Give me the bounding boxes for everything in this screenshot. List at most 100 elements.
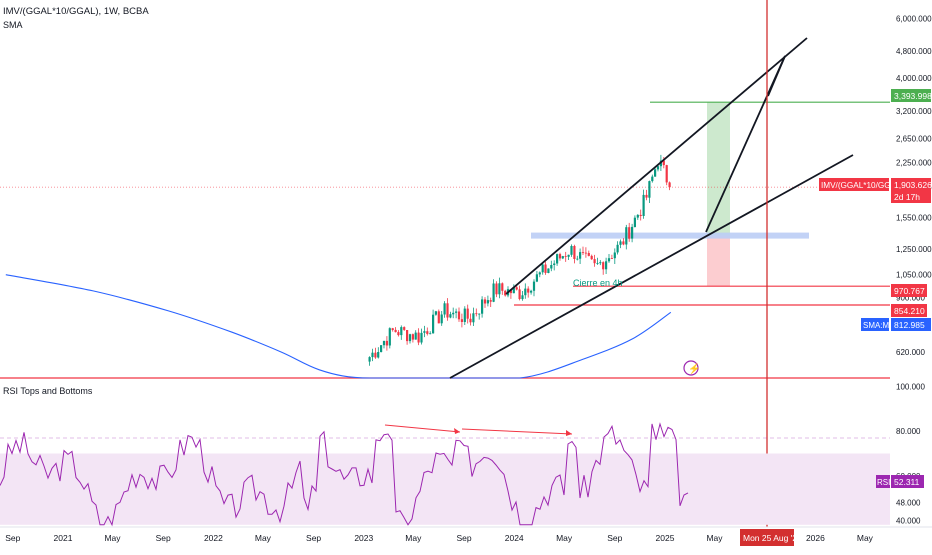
candle-body <box>576 258 579 260</box>
x-tick-label: Sep <box>306 533 321 543</box>
candle-body <box>593 259 596 264</box>
support-zone[interactable] <box>531 232 809 239</box>
price-axis[interactable] <box>890 0 932 527</box>
y-tick-label: 1,050.000 <box>896 271 932 280</box>
candle-body <box>420 332 423 343</box>
x-tick-label: May <box>556 533 573 543</box>
rsi-last-label[interactable]: RSI 52.311 <box>876 475 924 488</box>
sma-line[interactable] <box>5 274 672 379</box>
price-label-854[interactable]: 854.210 <box>891 304 927 317</box>
candle-body <box>642 194 645 216</box>
candle-body <box>460 319 463 322</box>
candle-body <box>423 331 426 333</box>
candle-body <box>651 176 654 182</box>
candle-body <box>613 252 616 259</box>
candle-body <box>518 289 521 299</box>
candle-body <box>440 314 443 324</box>
candle-body <box>622 241 625 245</box>
candle-body <box>446 303 449 318</box>
candle-body <box>501 283 504 291</box>
rsi-title[interactable]: RSI Tops and Bottoms <box>3 386 93 396</box>
candle-body <box>564 256 567 257</box>
svg-text:RSI: RSI <box>877 478 890 487</box>
candle-body <box>547 268 550 273</box>
candle-body <box>411 334 414 340</box>
svg-text:812.985: 812.985 <box>894 320 925 330</box>
candle-body <box>400 327 403 336</box>
price-label-970[interactable]: 970.767 <box>891 284 927 297</box>
candle-body <box>368 357 371 362</box>
symbol-title[interactable]: IMV/(GGAL*10/GGAL), 1W, BCBA <box>3 6 149 17</box>
price-label-last[interactable]: IMV/(GGAL*10/GGAL) 1,903.626 2d 17h <box>819 178 932 203</box>
y-tick-label: 6,000.000 <box>896 14 932 23</box>
upper-channel-trendline[interactable] <box>505 37 808 295</box>
candle-body <box>625 227 628 245</box>
x-tick-label: May <box>255 533 272 543</box>
rsi-band <box>0 453 890 525</box>
candle-body <box>602 262 605 270</box>
candle-body <box>408 334 412 342</box>
x-tick-label: May <box>706 533 723 543</box>
candle-body <box>455 311 458 313</box>
candle-body <box>388 328 391 346</box>
candle-body <box>449 314 452 318</box>
svg-text:SMA:MA: SMA:MA <box>863 321 895 330</box>
rsi-tick-label: 100.000 <box>896 383 925 392</box>
candle-body <box>665 165 668 183</box>
candle-body <box>414 332 417 340</box>
lower-channel-trendline[interactable] <box>449 154 854 379</box>
candle-body <box>570 246 573 255</box>
date-marker-label[interactable]: Mon 25 Aug '25 <box>740 529 802 546</box>
candle-body <box>432 314 435 334</box>
candle-body <box>628 227 631 239</box>
event-marker[interactable] <box>683 360 699 376</box>
candle-body <box>406 330 409 342</box>
candle-body <box>515 287 518 290</box>
price-label-sma[interactable]: SMA:MA 812.985 <box>861 318 931 331</box>
candle-body <box>619 241 622 245</box>
price-label-target[interactable]: 3,393.998 <box>891 89 932 102</box>
candle-body <box>645 194 648 198</box>
candle-body <box>403 327 406 330</box>
candle-body <box>581 252 585 253</box>
y-tick-label: 1,550.000 <box>896 213 932 222</box>
candle-body <box>527 288 530 293</box>
candle-body <box>558 254 562 259</box>
x-tick-label: 2024 <box>505 533 524 543</box>
candle-body <box>380 345 383 352</box>
x-tick-label: 2022 <box>204 533 223 543</box>
x-tick-label: 2025 <box>656 533 675 543</box>
candle-body <box>437 311 440 324</box>
candle-body <box>457 311 461 320</box>
rsi-tick-label: 80.000 <box>896 427 921 436</box>
candle-body <box>631 226 634 239</box>
projection-line-b[interactable] <box>767 55 786 97</box>
target-zone[interactable] <box>707 102 730 236</box>
x-tick-label: 2023 <box>354 533 373 543</box>
rsi-tick-label: 40.000 <box>896 516 921 525</box>
candle-body <box>584 252 587 254</box>
stop-zone[interactable] <box>707 235 730 287</box>
x-tick-label: May <box>405 533 422 543</box>
candle-body <box>524 288 527 296</box>
candle-body <box>443 303 446 315</box>
candle-body <box>530 290 533 293</box>
candle-body <box>486 300 489 304</box>
candle-body <box>495 283 498 295</box>
x-tick-label: Sep <box>156 533 171 543</box>
annotation-cierre: Cierre en 4h <box>573 278 623 288</box>
candle-body <box>452 312 455 315</box>
arrowhead-1 <box>454 428 460 434</box>
candle-body <box>668 182 671 188</box>
rsi-line[interactable] <box>0 422 689 527</box>
arrowhead-2 <box>566 430 572 436</box>
candle-body <box>567 254 570 257</box>
divergence-arrow-1 <box>384 424 461 433</box>
sma-indicator-label[interactable]: SMA <box>3 20 23 30</box>
candle-body <box>434 311 437 315</box>
svg-text:2d 17h: 2d 17h <box>894 192 920 202</box>
candle-body <box>472 313 475 323</box>
time-axis[interactable] <box>0 527 932 550</box>
